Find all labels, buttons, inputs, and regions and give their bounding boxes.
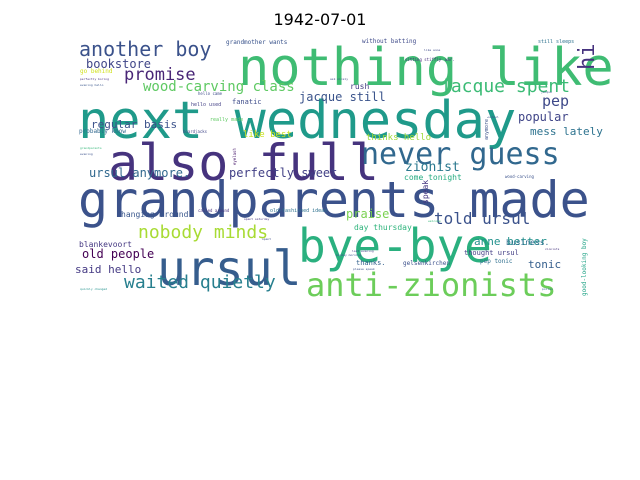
cloud-word: said hello: [75, 263, 141, 276]
cloud-word: ursul anymore.: [89, 166, 190, 180]
cloud-word: hi: [575, 44, 600, 71]
cloud-word: pollen: [542, 287, 553, 291]
cloud-background: [80, 35, 590, 298]
cloud-word: told ursul: [434, 209, 530, 228]
cloud-word: anti-zionists: [306, 266, 556, 304]
cloud-word: welcome: [428, 219, 441, 223]
cloud-word: waited quietly: [124, 272, 276, 293]
cloud-word: school: [488, 115, 499, 119]
cloud-word: nothing like: [238, 38, 614, 98]
cloud-word: still sleeps: [538, 39, 574, 45]
cloud-word: jacque still: [299, 90, 386, 104]
cloud-word: hanging around: [121, 210, 189, 219]
cloud-word: jacque: [541, 90, 552, 94]
cloud-word: regular basis: [91, 118, 177, 131]
cloud-word: spent: [262, 237, 271, 241]
cloud-word: nobody minds: [138, 222, 268, 243]
cloud-word: wood-carving: [505, 174, 534, 179]
cloud-word: wood-carving class: [143, 79, 295, 95]
cloud-word: popular: [518, 110, 569, 124]
cloud-word: like anne: [424, 48, 440, 52]
cloud-word: speak: [421, 180, 430, 204]
cloud-word: thinks hello: [366, 133, 431, 143]
cloud-word: please speak: [353, 267, 375, 271]
cloud-word: promise: [124, 65, 196, 85]
cloud-word: probably know: [79, 128, 126, 135]
cloud-word: fanatic: [232, 98, 262, 106]
cloud-word: good-looking boy: [581, 238, 588, 296]
cloud-word: gelsenkirchen: [403, 260, 450, 267]
cloud-word: evening hello: [80, 83, 104, 87]
cloud-word: come tonight: [404, 173, 462, 182]
cloud-word: evening: [80, 152, 93, 156]
cloud-word: thanks.: [356, 259, 386, 267]
cloud-word: old people: [82, 247, 154, 261]
cloud-word: pep: [542, 92, 569, 110]
cloud-word: perfectly sweet: [229, 166, 337, 180]
cloud-word: monday morning: [336, 253, 361, 257]
cloud-word: grandparents made: [78, 171, 590, 229]
cloud-word: hello came: [198, 91, 223, 96]
cloud-word: anymore.: [484, 116, 490, 140]
cloud-word: spent saturday: [244, 217, 269, 221]
cloud-word: war.: [445, 57, 455, 62]
cloud-word: day thursday: [354, 223, 412, 232]
cloud-word: zionist: [405, 160, 460, 175]
cloud-word: called around: [198, 208, 230, 213]
cloud-word: thought ursul: [464, 249, 519, 257]
cloud-word: without batting: [362, 38, 417, 45]
cloud-word: sitting stiffly: [405, 57, 442, 62]
cloud-word: boardjacks: [183, 129, 208, 134]
cloud-word: ursul: [157, 241, 302, 297]
chart-title: 1942-07-01: [273, 10, 367, 29]
cloud-word: grandparents: [80, 146, 102, 150]
cloud-word: mess lately: [530, 125, 603, 138]
cloud-word: like best: [243, 130, 292, 140]
cloud-word: praise: [346, 207, 389, 221]
cloud-word: blankevoort: [79, 240, 132, 249]
cloud-word: grandmother wants: [226, 39, 288, 46]
cloud-word: tonic: [528, 258, 561, 271]
cloud-word: hello used: [191, 102, 221, 108]
cloud-word: rush: [350, 82, 369, 91]
cloud-word: old-fashioned ideas: [270, 208, 327, 214]
cloud-word: business.: [506, 238, 549, 247]
cloud-word: zionists: [545, 247, 560, 251]
cloud-word: jacque spent: [440, 76, 570, 97]
cloud-word: anne better: [474, 235, 547, 248]
cloud-word: perfectly boring: [80, 77, 109, 81]
cloud-word: bye-bye: [298, 219, 492, 273]
cloud-word: go behind: [80, 68, 113, 75]
cloud-word: last evening: [352, 249, 374, 253]
cloud-word: pep tonic: [480, 258, 513, 265]
cloud-word: eyelash: [232, 148, 237, 165]
cloud-word: quickly changed: [80, 287, 107, 291]
cloud-word: never guess: [361, 137, 560, 172]
cloud-word: bookstore: [86, 57, 151, 71]
cloud-word: really made: [210, 117, 243, 123]
cloud-word: another boy: [79, 37, 211, 61]
cloud-word: next wednesday: [78, 91, 516, 151]
cloud-word: ask nicely: [330, 77, 348, 81]
cloud-word: also full: [108, 134, 379, 192]
